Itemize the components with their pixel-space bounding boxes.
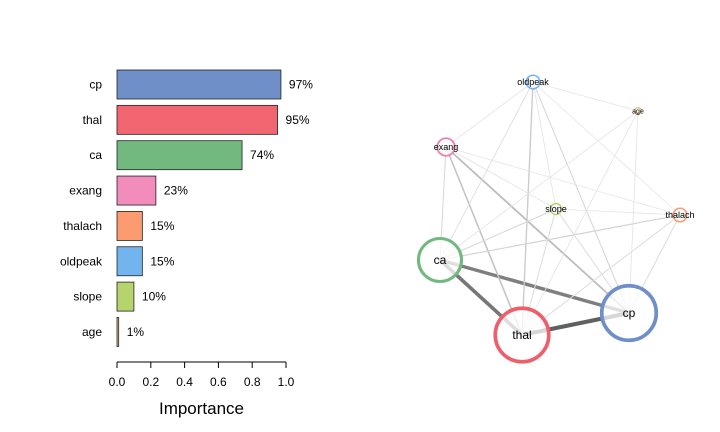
category-label-age: age [82,325,102,339]
edge-oldpeak-thal [521,81,534,336]
node-thalach [672,207,688,223]
edge-group [438,81,681,338]
edge-age-cp [628,110,639,314]
node-oldpeak [525,74,541,90]
value-label-age: 1% [127,325,145,339]
edge-oldpeak-slope [532,81,557,210]
edge-exang-thalach [445,146,681,216]
bar-group: cp 97% thal 95% ca 74% exang 23% thalach 15% oldpe… [60,69,313,347]
x-axis: 0.0 0.2 0.4 0.6 0.8 1.0 [109,361,295,389]
value-label-slope: 10% [142,290,166,304]
node-label-ca: ca [434,253,447,267]
edge-exang-oldpeak [445,81,534,148]
value-label-cp: 97% [289,78,313,92]
category-label-ca: ca [89,148,102,162]
edge-exang-slope [445,146,557,210]
value-label-oldpeak: 15% [150,254,174,268]
bar-thalach [116,210,143,241]
node-label-thalach: thalach [665,210,694,220]
node-label-slope: slope [545,204,567,214]
importance-bar-chart: cp 97% thal 95% ca 74% exang 23% thalach 15% oldpe… [60,69,313,418]
x-tick-label: 0.2 [142,375,159,389]
bar-ca [116,140,243,171]
edge-age-thal [521,110,639,336]
network-graph: cp thal ca exang thalach oldpeak slope age [416,74,695,364]
x-tick-label: 0.0 [109,375,126,389]
x-tick-label: 0.8 [244,375,261,389]
bar-exang [116,175,157,206]
x-tick-label: 0.4 [176,375,193,389]
bar-age [116,317,120,347]
edge-thalach-ca [439,214,681,261]
category-label-slope: slope [73,290,102,304]
node-label-oldpeak: oldpeak [517,77,549,87]
bar-oldpeak [116,246,143,277]
value-label-ca: 74% [250,148,274,162]
edge-slope-thalach [555,208,681,216]
category-label-exang: exang [69,184,102,198]
node-label-exang: exang [434,142,459,152]
edge-oldpeak-cp [532,81,630,314]
category-label-cp: cp [89,78,102,92]
value-label-thalach: 15% [150,219,174,233]
node-label-age: age [632,108,644,115]
edge-oldpeak-ca [439,81,534,261]
bar-slope [116,281,135,312]
edge-exang-cp [445,146,630,314]
value-label-thal: 95% [286,113,310,127]
category-label-thalach: thalach [63,219,102,233]
node-slope [549,202,563,216]
value-label-exang: 23% [164,184,188,198]
node-group: cp thal ca exang thalach oldpeak slope age [416,74,695,364]
bar-cp [116,69,282,100]
edge-oldpeak-thalach [532,81,681,216]
x-tick-label: 1.0 [278,375,295,389]
edge-age-oldpeak [532,81,639,112]
bar-thal [116,104,278,135]
node-age [634,107,642,115]
node-cp [599,283,659,343]
node-thal [493,306,551,364]
node-ca [416,236,464,284]
node-label-cp: cp [623,306,636,320]
edge-ca-cp [438,258,631,315]
x-tick-label: 0.6 [210,375,227,389]
category-label-oldpeak: oldpeak [60,254,103,268]
category-label-thal: thal [83,113,102,127]
edge-thalach-thal [521,214,681,336]
x-axis-title: Importance [159,399,244,418]
edge-age-ca [439,110,639,261]
node-label-thal: thal [512,328,531,342]
node-exang [436,137,456,157]
